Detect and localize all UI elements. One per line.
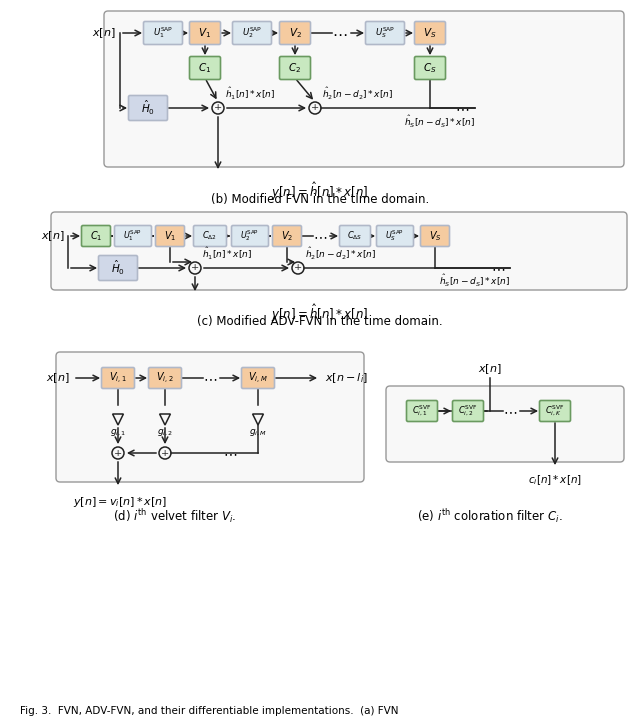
Text: $U_1^{\mathrm{SAP}}$: $U_1^{\mathrm{SAP}}$: [153, 25, 173, 41]
Text: $C_{\Delta 2}$: $C_{\Delta 2}$: [202, 229, 218, 242]
Text: $C_1$: $C_1$: [90, 229, 102, 243]
Text: $\cdots$: $\cdots$: [455, 101, 469, 115]
Text: $\cdots$: $\cdots$: [332, 25, 348, 41]
Text: $V_{i,2}$: $V_{i,2}$: [156, 370, 174, 386]
Text: $\cdots$: $\cdots$: [503, 404, 517, 418]
FancyBboxPatch shape: [406, 401, 438, 422]
FancyBboxPatch shape: [189, 57, 221, 80]
FancyBboxPatch shape: [156, 226, 184, 247]
Text: $y[n]=\hat{h}[n]*x[n]$: $y[n]=\hat{h}[n]*x[n]$: [271, 302, 369, 324]
FancyBboxPatch shape: [148, 367, 182, 388]
Text: $x[n]$: $x[n]$: [46, 371, 70, 385]
FancyBboxPatch shape: [129, 96, 168, 121]
Text: $V_S$: $V_S$: [429, 229, 442, 243]
Text: Fig. 3.  FVN, ADV-FVN, and their differentiable implementations.  (a) FVN: Fig. 3. FVN, ADV-FVN, and their differen…: [20, 706, 399, 716]
Text: $\hat{h}_S[n-d_S]*x[n]$: $\hat{h}_S[n-d_S]*x[n]$: [439, 273, 510, 289]
Text: (c) Modified ADV-FVN in the time domain.: (c) Modified ADV-FVN in the time domain.: [197, 315, 443, 328]
Text: $U_S^{\mathrm{SAP}}$: $U_S^{\mathrm{SAP}}$: [385, 229, 404, 243]
FancyBboxPatch shape: [386, 386, 624, 462]
FancyBboxPatch shape: [280, 22, 310, 44]
Text: $U_S^{\mathrm{SAP}}$: $U_S^{\mathrm{SAP}}$: [375, 25, 396, 41]
Text: $C_S$: $C_S$: [423, 61, 437, 75]
Text: $V_S$: $V_S$: [423, 26, 436, 40]
FancyBboxPatch shape: [104, 11, 624, 167]
Text: +: +: [161, 449, 169, 457]
FancyBboxPatch shape: [273, 226, 301, 247]
Text: +: +: [214, 104, 222, 113]
FancyBboxPatch shape: [339, 226, 371, 247]
Text: $\cdots$: $\cdots$: [491, 261, 505, 275]
Text: $C_1$: $C_1$: [198, 61, 212, 75]
FancyBboxPatch shape: [540, 401, 570, 422]
Text: $\hat{h}_2[n-d_2]*x[n]$: $\hat{h}_2[n-d_2]*x[n]$: [322, 86, 393, 102]
Text: $U_1^{\mathrm{SAP}}$: $U_1^{\mathrm{SAP}}$: [124, 229, 143, 243]
Text: $C_{i,K}^{\mathrm{SVF}}$: $C_{i,K}^{\mathrm{SVF}}$: [545, 404, 564, 418]
Text: $C_{i,1}^{\mathrm{SVF}}$: $C_{i,1}^{\mathrm{SVF}}$: [412, 404, 431, 418]
FancyBboxPatch shape: [102, 367, 134, 388]
FancyBboxPatch shape: [241, 367, 275, 388]
Text: $c_i[n]*x[n]$: $c_i[n]*x[n]$: [528, 473, 582, 487]
Text: $g_{i,1}$: $g_{i,1}$: [110, 427, 126, 438]
FancyBboxPatch shape: [420, 226, 449, 247]
Text: $x[n-l_i]$: $x[n-l_i]$: [325, 371, 368, 385]
Text: $\hat{H}_0$: $\hat{H}_0$: [141, 99, 155, 117]
Text: $V_2$: $V_2$: [281, 229, 293, 243]
FancyBboxPatch shape: [99, 256, 138, 280]
Text: $\hat{h}_1[n]*x[n]$: $\hat{h}_1[n]*x[n]$: [202, 246, 252, 262]
Text: +: +: [311, 104, 319, 113]
FancyBboxPatch shape: [415, 22, 445, 44]
Text: $\cdots$: $\cdots$: [223, 446, 237, 460]
Text: $x[n]$: $x[n]$: [42, 229, 65, 243]
FancyBboxPatch shape: [232, 22, 271, 44]
FancyBboxPatch shape: [115, 226, 152, 247]
Text: $\hat{H}_0$: $\hat{H}_0$: [111, 259, 125, 277]
Text: $V_{i,1}$: $V_{i,1}$: [109, 370, 127, 386]
Text: $y[n]=\hat{h}[n]*x[n]$: $y[n]=\hat{h}[n]*x[n]$: [271, 180, 369, 202]
Text: $\hat{h}_S[n-d_S]*x[n]$: $\hat{h}_S[n-d_S]*x[n]$: [404, 114, 475, 130]
Text: $\hat{h}_2[n-d_2]*x[n]$: $\hat{h}_2[n-d_2]*x[n]$: [305, 246, 376, 262]
Text: $C_2$: $C_2$: [289, 61, 301, 75]
FancyBboxPatch shape: [232, 226, 269, 247]
Text: +: +: [191, 264, 199, 272]
FancyBboxPatch shape: [143, 22, 182, 44]
Text: $y[n]=v_i[n]*x[n]$: $y[n]=v_i[n]*x[n]$: [73, 495, 167, 509]
Text: $U_2^{\mathrm{SAP}}$: $U_2^{\mathrm{SAP}}$: [242, 25, 262, 41]
FancyBboxPatch shape: [280, 57, 310, 80]
FancyBboxPatch shape: [365, 22, 404, 44]
Text: (b) Modified FVN in the time domain.: (b) Modified FVN in the time domain.: [211, 193, 429, 206]
FancyBboxPatch shape: [189, 22, 221, 44]
FancyBboxPatch shape: [56, 352, 364, 482]
FancyBboxPatch shape: [81, 226, 111, 247]
Text: $C_{i,2}^{\mathrm{SVF}}$: $C_{i,2}^{\mathrm{SVF}}$: [458, 404, 477, 418]
Text: $V_2$: $V_2$: [289, 26, 301, 40]
Text: $\cdots$: $\cdots$: [203, 371, 217, 385]
Text: $V_{i,M}$: $V_{i,M}$: [248, 370, 268, 386]
FancyBboxPatch shape: [415, 57, 445, 80]
FancyBboxPatch shape: [193, 226, 227, 247]
FancyBboxPatch shape: [376, 226, 413, 247]
Text: $\cdots$: $\cdots$: [313, 229, 327, 243]
Text: (e) $i^{\mathrm{th}}$ coloration filter $C_i$.: (e) $i^{\mathrm{th}}$ coloration filter …: [417, 507, 563, 525]
Text: $U_2^{\mathrm{SAP}}$: $U_2^{\mathrm{SAP}}$: [241, 229, 260, 243]
Text: $\hat{h}_1[n]*x[n]$: $\hat{h}_1[n]*x[n]$: [225, 86, 275, 102]
Text: $V_1$: $V_1$: [198, 26, 212, 40]
Text: $g_{i,2}$: $g_{i,2}$: [157, 427, 173, 438]
Text: $x[n]$: $x[n]$: [478, 362, 502, 376]
Text: $g_{i,M}$: $g_{i,M}$: [249, 427, 267, 438]
FancyBboxPatch shape: [51, 212, 627, 290]
Text: +: +: [114, 449, 122, 457]
Text: $V_1$: $V_1$: [164, 229, 176, 243]
FancyBboxPatch shape: [452, 401, 483, 422]
Text: $x[n]$: $x[n]$: [92, 26, 116, 40]
Text: (d) $i^{\mathrm{th}}$ velvet filter $V_i$.: (d) $i^{\mathrm{th}}$ velvet filter $V_i…: [113, 507, 237, 525]
Text: $C_{\Delta S}$: $C_{\Delta S}$: [348, 229, 363, 242]
Text: +: +: [294, 264, 302, 272]
